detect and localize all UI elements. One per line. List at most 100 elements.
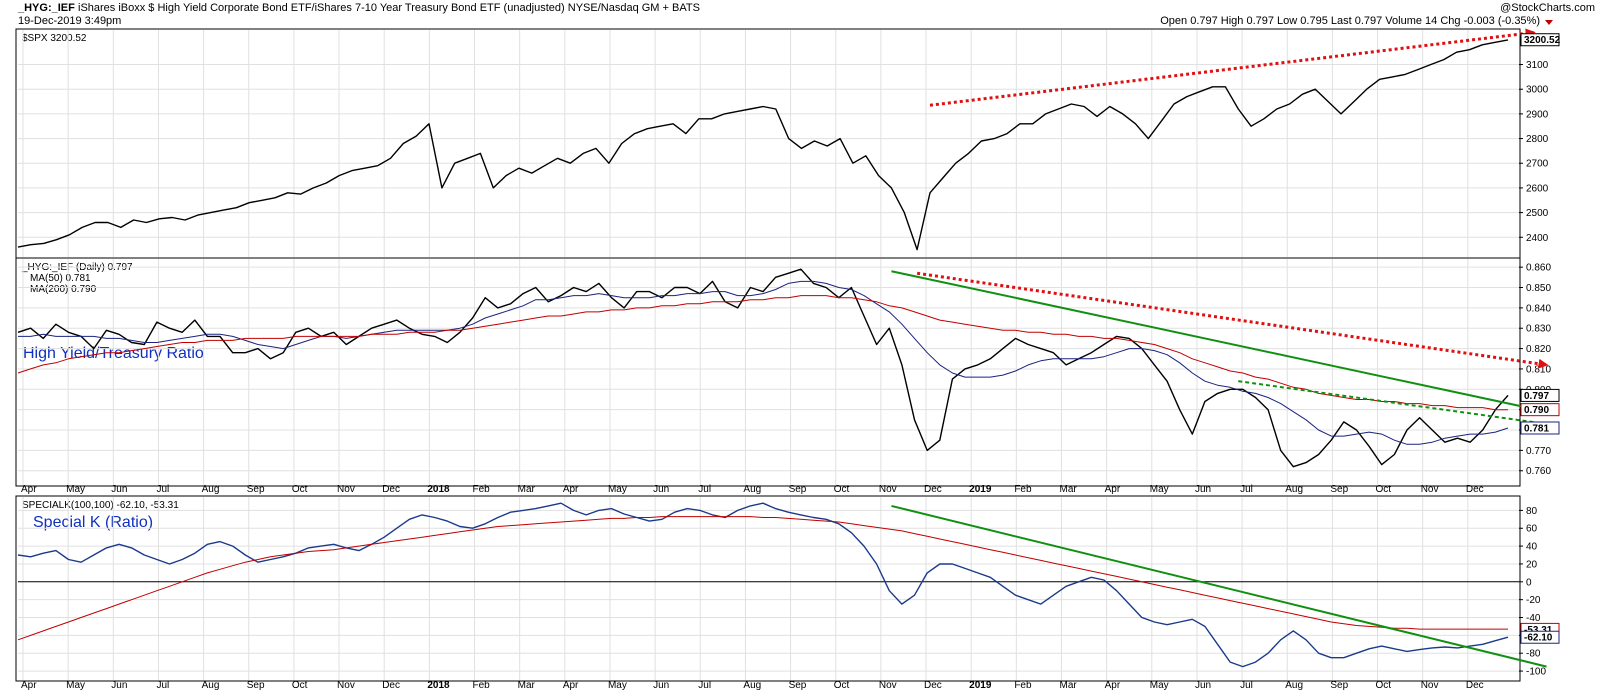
spx-panel: $SPX 3200.52 [15, 28, 1521, 259]
trendline-red [929, 28, 1536, 107]
y-tick-label: 2800 [1526, 134, 1549, 145]
month-tick-label: Sep [789, 484, 807, 495]
month-tick-label: Oct [1376, 680, 1392, 691]
month-tick-label: Sep [247, 484, 265, 495]
y-tick-label: 2700 [1526, 159, 1549, 170]
month-tick-label: Feb [1014, 484, 1032, 495]
ma200-legend: MA(200) 0.790 [30, 284, 97, 295]
series-lines [17, 39, 1509, 668]
month-tick-label: Sep [789, 680, 807, 691]
series-line-1-1 [18, 280, 1509, 445]
last-value-box [1520, 403, 1560, 417]
specialk-panel: SPECIALK(100,100) -62.10, -53.31 Special… [15, 495, 1521, 682]
y-tick-label: 0.820 [1526, 344, 1551, 355]
ratio-panel: _HYG:_IEF (Daily) 0.797 MA(50) 0.781 MA(… [15, 257, 1521, 487]
month-tick-label: Feb [473, 680, 491, 691]
trendline-green [891, 504, 1547, 668]
specialk-annotation: Special K (Ratio) [33, 514, 153, 531]
y-tick-label: 2400 [1526, 233, 1549, 244]
y-tick-label: 2900 [1526, 109, 1549, 120]
month-tick-label: 2019 [969, 680, 992, 691]
month-tick-label: Aug [1285, 680, 1303, 691]
month-tick-label: Nov [337, 484, 355, 495]
y-axis-ticks: 2400 2500 2600 2700 2800 2900 3000 3100 0.760 0.7… [1519, 60, 1551, 678]
y-tick-label: 80 [1526, 506, 1538, 517]
month-tick-label: Nov [879, 484, 897, 495]
copyright-label: @StockCharts.com [1500, 2, 1595, 14]
y-tick-label: 0.770 [1526, 446, 1551, 457]
series-line-0-0 [17, 39, 1509, 251]
y-tick-label: -100 [1526, 667, 1546, 678]
month-tick-label: Mar [1059, 484, 1077, 495]
last-value-label: -62.10 [1524, 633, 1553, 644]
month-tick-label: Jun [111, 680, 127, 691]
last-value-label: 0.797 [1524, 391, 1549, 402]
y-tick-label: 2600 [1526, 183, 1549, 194]
y-tick-label: 3100 [1526, 60, 1549, 71]
y-tick-label: 0.850 [1526, 283, 1551, 294]
month-tick-label: Jun [111, 484, 127, 495]
month-tick-label: Jul [1240, 484, 1253, 495]
month-tick-label: Dec [382, 484, 400, 495]
spx-legend: $SPX 3200.52 [22, 33, 87, 44]
last-value-label: 0.781 [1524, 423, 1549, 434]
month-tick-label: Oct [292, 680, 308, 691]
y-tick-label: -40 [1526, 613, 1541, 624]
month-tick-label: Mar [518, 680, 536, 691]
trendline-green [891, 270, 1547, 413]
series-line-1-0 [17, 268, 1509, 468]
month-tick-label: Dec [924, 484, 942, 495]
month-tick-label: Oct [292, 484, 308, 495]
month-tick-label: Feb [473, 484, 491, 495]
month-tick-label: Apr [1105, 484, 1121, 495]
month-tick-label: Aug [202, 680, 220, 691]
month-tick-label: Jun [1195, 484, 1211, 495]
month-tick-label: Apr [21, 484, 37, 495]
ratio-panel-frame [15, 257, 1521, 487]
y-tick-label: 0.840 [1526, 303, 1551, 314]
symbol-title: _HYG:_IEF [17, 2, 75, 14]
month-tick-label: Nov [1421, 484, 1439, 495]
last-value-labels: 3200.52 0.797 0.790 0.781 -53.31-62.10 [1520, 33, 1561, 644]
y-tick-label: 0.860 [1526, 263, 1551, 274]
month-tick-label: 2019 [969, 484, 992, 495]
month-tick-label: Apr [1105, 680, 1121, 691]
datetime-label: 19-Dec-2019 3:49pm [18, 15, 121, 27]
month-tick-label: Jul [156, 484, 169, 495]
y-tick-label: 0.760 [1526, 466, 1551, 477]
month-tick-label: 2018 [427, 484, 450, 495]
month-tick-label: Feb [1014, 680, 1032, 691]
specialk-legend: SPECIALK(100,100) -62.10, -53.31 [22, 500, 179, 511]
last-value-box [1520, 421, 1560, 435]
trend-lines [891, 28, 1549, 668]
month-tick-label: Jun [1195, 680, 1211, 691]
month-tick-label: May [608, 484, 627, 495]
y-tick-label: 40 [1526, 542, 1538, 553]
last-value-box [1520, 388, 1560, 402]
month-tick-label: Dec [924, 680, 942, 691]
y-tick-label: 0.830 [1526, 324, 1551, 335]
chevron-down-icon[interactable] [1545, 20, 1553, 25]
month-tick-label: Dec [382, 680, 400, 691]
trendline-red [916, 271, 1549, 369]
month-tick-label: Jul [698, 680, 711, 691]
symbol-description: iShares iBoxx $ High Yield Corporate Bon… [78, 2, 700, 14]
quote-label: Open 0.797 High 0.797 Low 0.795 Last 0.7… [1160, 15, 1540, 27]
month-tick-label: Sep [1330, 680, 1348, 691]
y-tick-label: 2500 [1526, 208, 1549, 219]
month-tick-label: May [66, 484, 85, 495]
month-tick-label: May [66, 680, 85, 691]
month-tick-label: Apr [563, 680, 579, 691]
month-tick-label: May [1150, 484, 1169, 495]
series-line-2-1 [17, 516, 1508, 641]
ma50-legend: MA(50) 0.781 [30, 273, 91, 284]
month-tick-label: Jul [156, 680, 169, 691]
month-tick-label: Jul [698, 484, 711, 495]
series-line-1-2 [17, 295, 1508, 411]
month-tick-label: Jun [653, 484, 669, 495]
month-tick-label: Sep [1330, 484, 1348, 495]
month-tick-label: Apr [21, 680, 37, 691]
last-value-label: 0.790 [1524, 405, 1549, 416]
y-tick-label: -80 [1526, 649, 1541, 660]
month-tick-label: Jul [1240, 680, 1253, 691]
